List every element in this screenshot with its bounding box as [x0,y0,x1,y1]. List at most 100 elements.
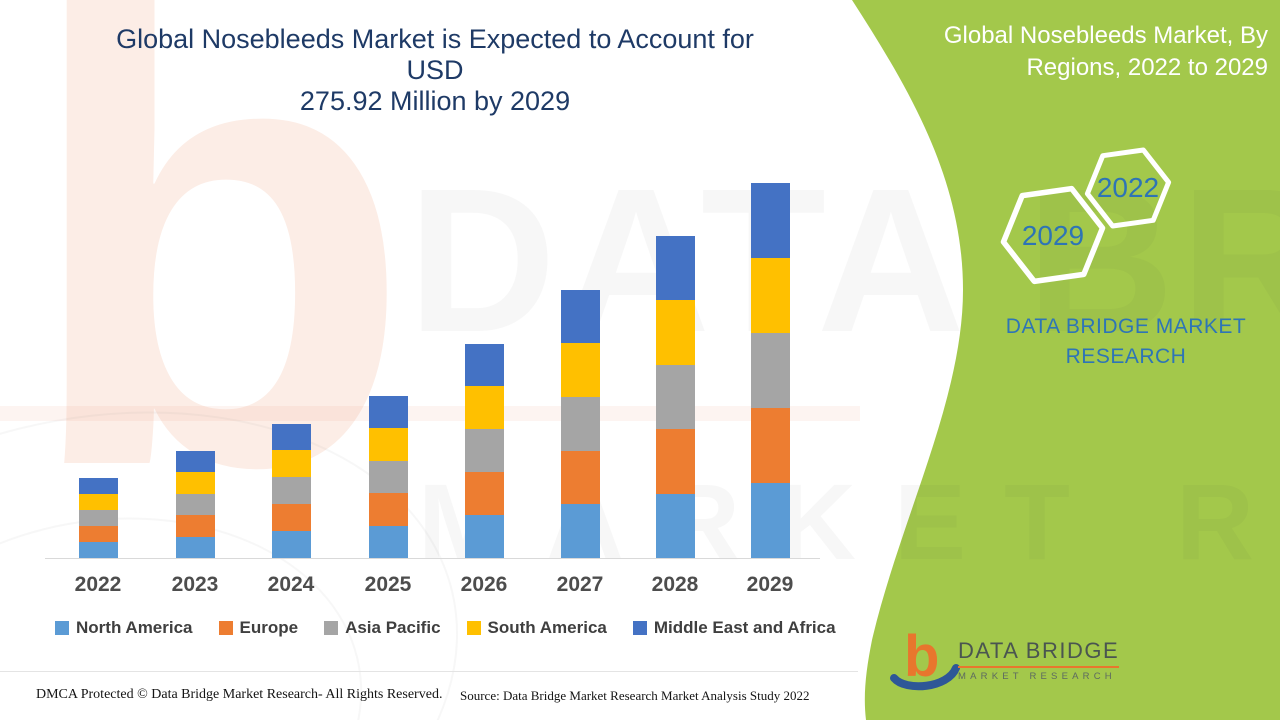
year-hexagons: 2022 2029 [1000,147,1172,285]
bar-segment-north-america [465,515,504,558]
bar-segment-north-america [751,483,790,558]
bar-segment-europe [561,450,600,505]
bar-segment-asia-pacific [369,460,408,493]
logo-b-glyph: b [904,624,940,689]
legend-label: North America [76,618,193,637]
bar-segment-north-america [561,504,600,558]
peach-b-watermark: b [22,0,413,599]
logo-text-block: DATA BRIDGE MARKET RESEARCH [958,638,1120,682]
databridge-logo: b DATA BRIDGE MARKET RESEARCH [890,628,1140,705]
hexagon-2022-year: 2022 [1097,172,1159,203]
legend-swatch-icon [218,621,233,635]
bar-2026 [465,343,504,558]
legend-item-south-america: South America [466,618,607,638]
bar-segment-asia-pacific [751,333,790,408]
chart-legend: North America Europe Asia Pacific South Ame… [55,618,836,638]
bar-segment-south-america [561,343,600,397]
bar-segment-europe [369,493,408,526]
bar-segment-middle-east-and-africa [561,289,600,344]
chart-title: Global Nosebleeds Market is Expected to … [110,24,760,117]
bar-2023 [176,450,215,558]
legend-item-europe: Europe [218,618,299,638]
panel-title-line2: Regions, 2022 to 2029 [1026,54,1268,81]
hexagon-2029-year: 2029 [1022,220,1084,251]
x-axis-label-2024: 2024 [267,573,315,596]
legend-swatch-icon [324,621,339,635]
x-axis-label-2025: 2025 [364,573,412,596]
bar-segment-middle-east-and-africa [751,183,790,258]
bar-segment-middle-east-and-africa [79,478,118,494]
panel-brand-line2: RESEARCH [1065,345,1187,368]
legend-label: South America [487,618,607,637]
bar-segment-asia-pacific [465,429,504,473]
bar-segment-south-america [369,428,408,461]
bar-segment-asia-pacific [79,510,118,526]
bar-segment-middle-east-and-africa [272,423,311,451]
hexagon-2029 [1000,185,1106,285]
legend-label: Asia Pacific [345,618,441,637]
bar-2029 [751,183,790,558]
x-axis-label-2027: 2027 [556,573,604,596]
bar-segment-europe [751,408,790,483]
panel-title-line1: Global Nosebleeds Market, By [943,22,1268,49]
bar-segment-south-america [751,258,790,333]
bar-segment-south-america [656,300,695,365]
bar-segment-europe [79,526,118,542]
bar-segment-asia-pacific [561,396,600,451]
chart-title-line1: Global Nosebleeds Market is Expected to … [116,24,754,85]
legend-item-north-america: North America [55,618,193,638]
peach-band-watermark [0,406,860,421]
bar-segment-middle-east-and-africa [369,395,408,428]
x-axis-label-2026: 2026 [460,573,508,596]
footer-source-text: Source: Data Bridge Market Research Mark… [460,688,810,703]
legend-swatch-icon [466,621,481,635]
databridge-logo-icon: b [890,628,960,698]
x-axis-label-2023: 2023 [171,573,219,596]
hexagon-2022 [1084,147,1172,229]
logo-name: DATA BRIDGE [958,638,1120,668]
bar-segment-north-america [272,531,311,558]
legend-label: Middle East and Africa [653,618,836,637]
bar-segment-europe [176,515,215,537]
x-axis-label-2029: 2029 [746,573,794,596]
bar-segment-asia-pacific [176,493,215,515]
x-axis-label-2022: 2022 [74,573,122,596]
bar-segment-europe [272,504,311,532]
x-axis-line [45,558,820,559]
panel-title: Global Nosebleeds Market, By Regions, 20… [848,20,1268,84]
bar-segment-europe [656,429,695,494]
bar-segment-middle-east-and-africa [656,236,695,301]
bar-segment-south-america [465,386,504,430]
legend-label: Europe [239,618,299,637]
bar-2024 [272,423,311,558]
legend-swatch-icon [632,621,647,635]
bar-2022 [79,478,118,558]
bar-segment-asia-pacific [272,477,311,505]
footer-dmca-text: DMCA Protected © Data Bridge Market Rese… [36,687,443,702]
logo-swoosh-icon [890,664,960,691]
bar-segment-north-america [79,542,118,558]
bar-segment-south-america [272,450,311,478]
bar-segment-north-america [176,536,215,558]
bar-segment-middle-east-and-africa [465,343,504,387]
chart-title-line2: 275.92 Million by 2029 [299,86,571,116]
bar-segment-middle-east-and-africa [176,450,215,472]
bar-segment-asia-pacific [656,364,695,430]
footer-divider [0,671,858,672]
databridge-watermark-text: DATA BRIDGE [408,158,1280,363]
legend-item-asia-pacific: Asia Pacific [324,618,441,638]
bar-segment-north-america [369,525,408,558]
bar-2028 [656,236,695,558]
bar-2027 [561,289,600,558]
panel-brand-line1: DATA BRIDGE MARKET [1005,315,1247,338]
logo-subname: MARKET RESEARCH [958,671,1116,682]
bar-2025 [369,395,408,558]
legend-item-middle-east-and-africa: Middle East and Africa [632,618,836,638]
legend-swatch-icon [55,621,69,635]
bar-segment-north-america [656,493,695,558]
bar-segment-south-america [176,472,215,494]
bar-segment-south-america [79,494,118,510]
bar-segment-europe [465,472,504,516]
